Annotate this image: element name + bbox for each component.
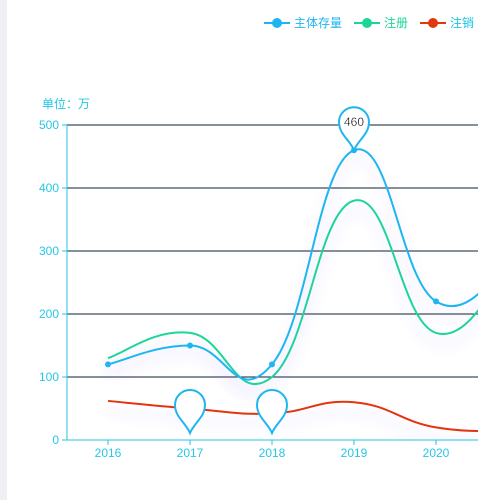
legend-item-register[interactable]: 注册: [353, 14, 408, 31]
x-tick-label: 2020: [423, 446, 450, 460]
min-markpoint-pin: [255, 389, 289, 436]
x-tick-label: 2016: [95, 446, 122, 460]
series-0-point: [269, 361, 275, 368]
series-0-point: [105, 361, 111, 368]
x-tick-label: 2017: [177, 446, 204, 460]
series-line-2: [107, 399, 478, 433]
min-markpoint-pin: [173, 389, 207, 436]
y-tick-label: 100: [39, 370, 59, 384]
series-line-1: [107, 199, 478, 386]
legend-label-register: 注册: [383, 16, 408, 30]
x-tick-label: 2018: [259, 446, 286, 460]
y-axis-unit-label: 单位：万: [42, 97, 91, 111]
markpoint-label: 460: [344, 115, 364, 129]
series-0-point: [433, 298, 439, 305]
left-edge-strip: [0, 0, 7, 500]
legend: 主体存量 注册 注销: [263, 14, 474, 31]
legend-label-cancel: 注销: [449, 16, 474, 30]
legend-item-stock[interactable]: 主体存量: [263, 14, 342, 31]
series-line-0: [107, 148, 478, 381]
max-markpoint-pin: [337, 106, 371, 153]
y-tick-label: 200: [39, 307, 59, 321]
y-tick-label: 300: [39, 244, 59, 258]
legend-swatch-register-icon: [353, 17, 380, 29]
series-0-point: [187, 342, 193, 349]
legend-item-cancel[interactable]: 注销: [419, 14, 474, 31]
legend-swatch-stock-icon: [263, 17, 290, 29]
legend-label-stock: 主体存量: [293, 16, 342, 30]
legend-swatch-cancel-icon: [419, 17, 446, 29]
y-tick-label: 500: [39, 118, 59, 132]
y-tick-label: 0: [52, 433, 59, 447]
x-tick-label: 2019: [341, 446, 368, 460]
y-tick-label: 400: [39, 181, 59, 195]
